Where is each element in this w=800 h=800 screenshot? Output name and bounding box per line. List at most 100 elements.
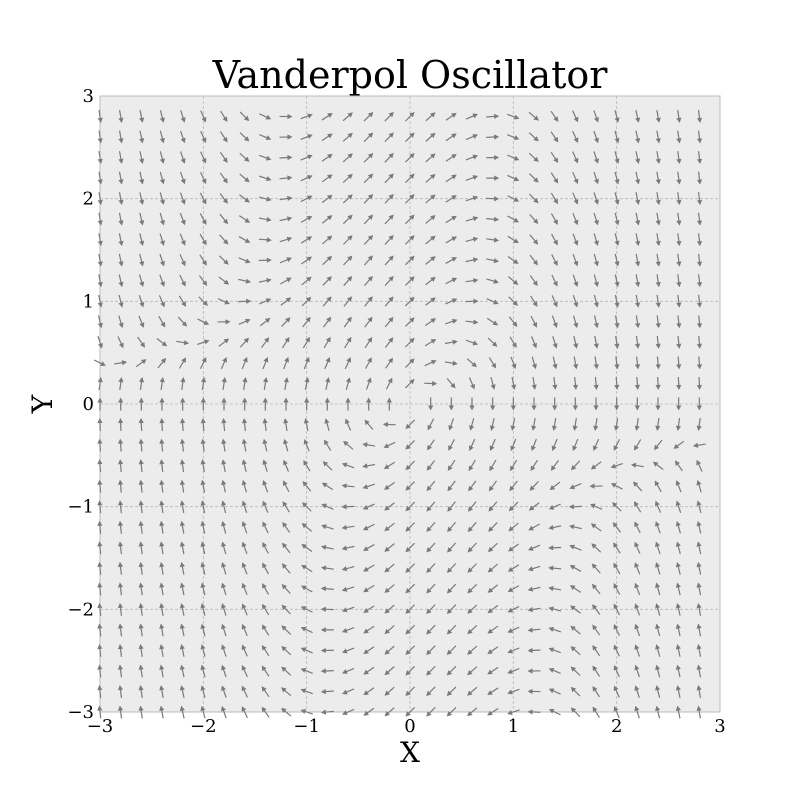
field-arrow-83 — [139, 233, 145, 247]
field-arrow-825 — [655, 376, 661, 390]
field-arrow-186 — [221, 582, 227, 596]
field-arrow-257 — [262, 356, 269, 370]
field-arrow-134 — [179, 418, 186, 432]
field-arrow-621 — [507, 256, 519, 265]
field-arrow-835 — [655, 171, 661, 185]
field-arrow-321 — [301, 276, 312, 286]
field-arrow-709 — [572, 294, 579, 308]
field-arrow-444 — [384, 214, 394, 225]
field-arrow-286 — [283, 377, 289, 390]
field-arrow-859 — [676, 294, 682, 308]
field-arrow-306 — [300, 585, 313, 593]
field-arrow-367 — [341, 566, 355, 572]
field-arrow-722 — [592, 645, 601, 657]
field-arrow-191 — [221, 479, 227, 493]
field-arrow-856 — [676, 356, 682, 370]
field-arrow-822 — [653, 439, 663, 451]
field-arrow-375 — [345, 397, 351, 411]
field-arrow-237 — [239, 152, 250, 162]
field-arrow-652 — [529, 234, 539, 245]
field-arrow-171 — [198, 275, 208, 286]
field-arrow-689 — [570, 707, 581, 718]
x-tick-label-1: −2 — [190, 716, 217, 737]
field-arrow-294 — [279, 216, 293, 222]
field-arrow-824 — [655, 397, 661, 411]
field-arrow-701 — [570, 460, 581, 471]
field-arrow-331 — [320, 688, 334, 695]
field-arrow-736 — [593, 356, 599, 370]
field-arrow-759 — [612, 502, 622, 512]
field-arrow-843 — [675, 623, 681, 637]
field-arrow-702 — [572, 438, 579, 452]
field-arrow-790 — [632, 481, 643, 492]
field-arrow-223 — [241, 438, 247, 452]
field-arrow-104 — [159, 418, 165, 432]
field-arrow-423 — [384, 645, 395, 655]
field-arrow-399 — [362, 523, 375, 531]
field-arrow-63 — [138, 643, 144, 657]
field-arrow-887 — [696, 335, 703, 349]
field-arrow-488 — [426, 521, 436, 533]
field-arrow-758 — [612, 522, 622, 533]
field-arrow-778 — [614, 110, 620, 123]
field-arrow-848 — [675, 520, 681, 534]
field-arrow-837 — [655, 130, 661, 144]
field-arrow-815 — [655, 582, 661, 596]
y-tick-label-3: 0 — [83, 394, 94, 415]
field-arrow-751 — [613, 665, 620, 678]
field-arrow-860 — [676, 274, 682, 288]
field-arrow-99 — [159, 520, 165, 534]
field-arrow-442 — [384, 255, 394, 266]
field-arrow-639 — [528, 502, 540, 511]
field-arrow-356 — [321, 174, 333, 183]
field-arrow-304 — [300, 626, 313, 634]
field-arrow-605 — [507, 585, 520, 592]
field-arrow-764 — [614, 397, 620, 411]
field-arrow-457 — [405, 563, 416, 573]
field-arrow-119 — [159, 110, 165, 123]
field-arrow-178 — [200, 130, 207, 143]
field-arrow-455 — [405, 604, 416, 614]
field-arrow-247 — [262, 562, 269, 575]
field-arrow-798 — [634, 315, 641, 329]
field-arrow-491 — [426, 460, 436, 471]
field-arrow-482 — [426, 645, 436, 656]
field-arrow-164 — [200, 418, 206, 432]
field-arrow-64 — [138, 623, 144, 637]
field-arrow-500 — [425, 276, 436, 286]
field-arrow-292 — [279, 257, 292, 264]
field-arrow-811 — [655, 664, 661, 678]
field-arrow-523 — [448, 418, 455, 431]
field-arrow-245 — [261, 603, 270, 616]
field-arrow-255 — [262, 397, 268, 411]
field-arrow-542 — [467, 645, 478, 655]
field-arrow-35 — [117, 602, 124, 616]
field-arrow-184 — [221, 623, 227, 637]
field-arrow-789 — [633, 501, 642, 513]
field-arrow-349 — [322, 316, 332, 328]
field-arrow-413 — [363, 234, 374, 245]
field-arrow-227 — [241, 356, 248, 370]
field-arrow-755 — [613, 583, 621, 595]
field-arrow-557 — [465, 339, 479, 346]
field-arrow-679 — [551, 295, 558, 308]
field-arrow-537 — [445, 133, 457, 142]
field-arrow-626 — [507, 154, 520, 161]
field-arrow-295 — [279, 195, 293, 201]
field-arrow-761 — [610, 462, 624, 469]
field-arrow-106 — [159, 377, 165, 390]
field-arrow-641 — [530, 459, 539, 472]
field-arrow-24 — [97, 212, 103, 226]
field-arrow-842 — [675, 644, 681, 657]
field-arrow-234 — [238, 215, 251, 223]
field-arrow-422 — [384, 666, 395, 676]
field-arrow-649 — [530, 295, 538, 307]
field-arrow-401 — [362, 483, 376, 490]
field-arrow-895 — [696, 171, 703, 185]
y-tick-label-2: −1 — [67, 497, 94, 518]
field-arrow-47 — [114, 360, 128, 366]
field-arrow-814 — [655, 603, 661, 616]
field-arrow-893 — [696, 212, 703, 226]
field-arrow-683 — [550, 213, 558, 225]
field-arrow-485 — [426, 583, 436, 594]
